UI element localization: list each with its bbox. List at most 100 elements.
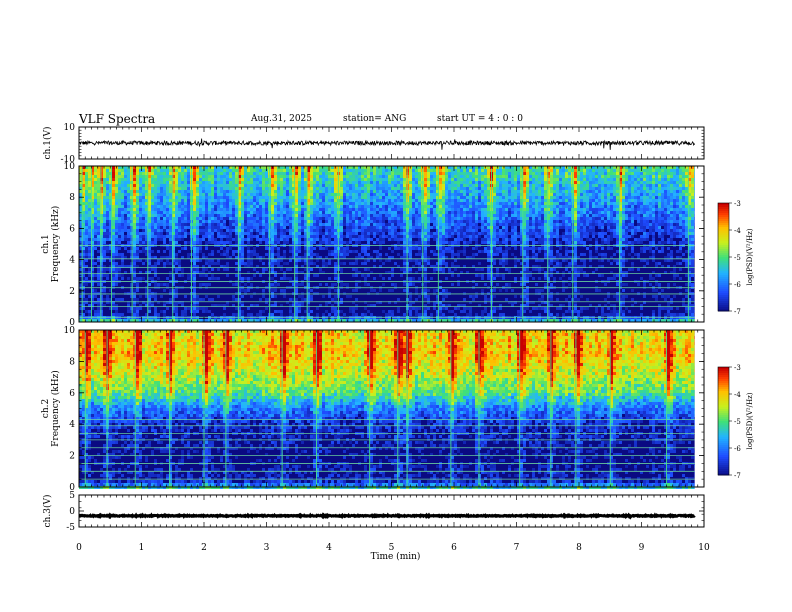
psd-cell	[316, 205, 319, 208]
psd-cell	[640, 217, 643, 220]
psd-cell	[367, 208, 370, 211]
psd-cell	[178, 208, 181, 211]
psd-cell	[289, 184, 292, 187]
psd-cell	[553, 193, 556, 196]
psd-cell	[583, 220, 586, 223]
psd-cell	[124, 190, 127, 193]
psd-cell	[85, 172, 88, 175]
psd-cell	[586, 202, 589, 205]
psd-cell	[202, 184, 205, 187]
psd-cell	[199, 226, 202, 229]
psd-cell	[304, 217, 307, 220]
psd-cell	[580, 187, 583, 190]
psd-cell	[160, 208, 163, 211]
psd-cell	[475, 169, 478, 172]
psd-cell	[358, 226, 361, 229]
psd-cell	[691, 202, 694, 205]
psd-cell	[430, 211, 433, 214]
psd-cell	[298, 217, 301, 220]
psd-cell	[349, 217, 352, 220]
psd-cell	[274, 214, 277, 217]
psd-cell	[532, 181, 535, 184]
psd-cell	[373, 208, 376, 211]
psd-cell	[610, 208, 613, 211]
psd-cell	[667, 220, 670, 223]
psd-cell	[271, 184, 274, 187]
psd-cell	[595, 214, 598, 217]
psd-cell	[142, 235, 145, 238]
psd-cell	[673, 232, 676, 235]
psd-cell	[595, 172, 598, 175]
psd-cell	[355, 175, 358, 178]
psd-cell	[388, 220, 391, 223]
psd-cell	[514, 211, 517, 214]
psd-cell	[211, 235, 214, 238]
psd-cell	[196, 202, 199, 205]
psd-cell	[622, 187, 625, 190]
psd-cell	[355, 202, 358, 205]
psd-cell	[97, 190, 100, 193]
psd-cell	[634, 178, 637, 181]
psd-cell	[139, 175, 142, 178]
psd-cell	[325, 196, 328, 199]
psd-cell	[127, 169, 130, 172]
psd-cell	[136, 172, 139, 175]
psd-cell	[538, 193, 541, 196]
psd-cell	[202, 229, 205, 232]
psd-cell	[148, 193, 151, 196]
psd-cell	[394, 193, 397, 196]
psd-cell	[343, 205, 346, 208]
psd-cell	[580, 175, 583, 178]
psd-cell	[496, 199, 499, 202]
psd-cell	[577, 199, 580, 202]
psd-cell	[526, 178, 529, 181]
psd-cell	[148, 175, 151, 178]
psd-cell	[616, 226, 619, 229]
psd-cell	[460, 205, 463, 208]
psd-cell	[679, 172, 682, 175]
psd-cell	[103, 199, 106, 202]
psd-cell	[94, 217, 97, 220]
psd-cell	[577, 214, 580, 217]
psd-cell	[655, 211, 658, 214]
psd-cell	[187, 178, 190, 181]
psd-cell	[466, 175, 469, 178]
psd-cell	[640, 190, 643, 193]
psd-cell	[613, 226, 616, 229]
psd-cell	[124, 184, 127, 187]
psd-cell	[649, 232, 652, 235]
psd-cell	[535, 217, 538, 220]
psd-cell	[409, 223, 412, 226]
psd-cell	[637, 226, 640, 229]
psd-cell	[253, 199, 256, 202]
psd-cell	[325, 220, 328, 223]
psd-cell	[646, 205, 649, 208]
psd-cell	[505, 190, 508, 193]
psd-cell	[289, 226, 292, 229]
psd-cell	[598, 232, 601, 235]
psd-cell	[451, 190, 454, 193]
psd-cell	[178, 202, 181, 205]
psd-cell	[433, 199, 436, 202]
psd-cell	[271, 220, 274, 223]
psd-cell	[88, 199, 91, 202]
psd-cell	[553, 208, 556, 211]
psd-cell	[643, 211, 646, 214]
psd-cell	[166, 172, 169, 175]
psd-cell	[673, 169, 676, 172]
psd-cell	[595, 190, 598, 193]
psd-cell	[451, 205, 454, 208]
psd-cell	[475, 202, 478, 205]
psd-cell	[247, 178, 250, 181]
psd-cell	[691, 208, 694, 211]
psd-cell	[376, 223, 379, 226]
psd-cell	[379, 202, 382, 205]
psd-cell	[616, 229, 619, 232]
psd-cell	[502, 211, 505, 214]
psd-cell	[493, 226, 496, 229]
psd-cell	[193, 226, 196, 229]
psd-cell	[352, 217, 355, 220]
psd-cell	[178, 178, 181, 181]
psd-cell	[361, 169, 364, 172]
psd-cell	[544, 226, 547, 229]
